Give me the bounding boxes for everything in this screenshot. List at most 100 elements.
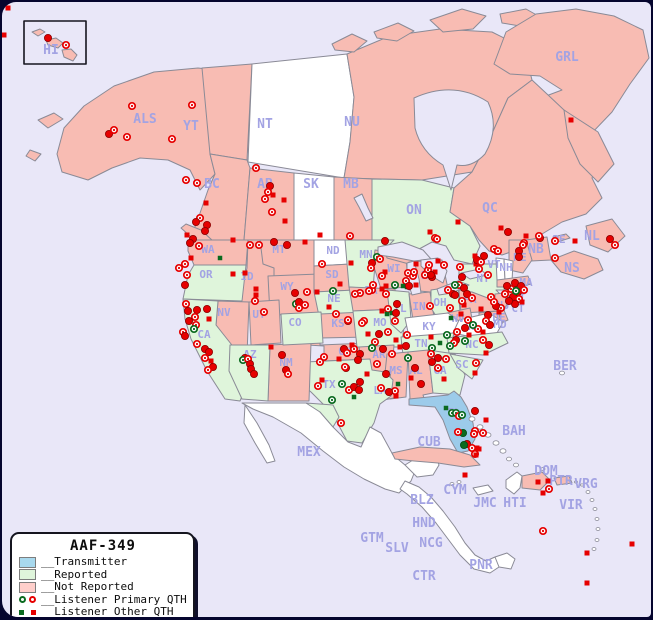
listener-primary-marker-red bbox=[245, 240, 255, 250]
region-label-vt: VT bbox=[487, 258, 501, 271]
listener-other-marker-red bbox=[314, 289, 320, 295]
listener-primary-marker-red bbox=[391, 308, 400, 317]
listener-other-marker-red bbox=[379, 308, 385, 314]
listener-primary-marker-green bbox=[328, 286, 338, 296]
region-label-nd: ND bbox=[326, 244, 340, 257]
listener-other-marker-red bbox=[5, 5, 11, 11]
listener-other-marker-red bbox=[572, 238, 578, 244]
listener-primary-marker-red bbox=[354, 385, 363, 394]
listener-other-marker-red bbox=[397, 344, 403, 350]
listener-primary-marker-red bbox=[187, 100, 197, 110]
listener-other-marker-red bbox=[483, 417, 489, 423]
island-outline bbox=[589, 498, 595, 502]
region-als bbox=[25, 149, 42, 162]
listener-primary-marker-red bbox=[355, 377, 364, 386]
listener-other-marker-red bbox=[319, 377, 325, 383]
listener-primary-marker-red bbox=[453, 427, 463, 437]
region-label-md: MD bbox=[493, 318, 507, 331]
listener-primary-marker-green bbox=[390, 280, 400, 290]
listener-other-marker-red bbox=[519, 299, 525, 305]
listener-other-marker-red bbox=[326, 304, 332, 310]
not-reported-swatch bbox=[19, 581, 36, 593]
listener-other-marker-red bbox=[364, 371, 370, 377]
listener-primary-marker-red bbox=[294, 303, 304, 313]
island-outline bbox=[574, 480, 578, 484]
listener-primary-marker-red bbox=[364, 286, 374, 296]
listener-primary-marker-red bbox=[380, 236, 389, 245]
listener-primary-marker-red bbox=[202, 304, 211, 313]
region-label-nv: NV bbox=[217, 306, 231, 319]
legend-label: __Listener Other QTH bbox=[41, 605, 174, 617]
listener-primary-marker-red bbox=[534, 231, 544, 241]
reported-swatch bbox=[19, 569, 36, 581]
legend-item-listener-other: __Listener Other QTH bbox=[19, 605, 187, 617]
region-label-hnd: HND bbox=[412, 516, 436, 531]
listener-primary-marker-red bbox=[370, 337, 380, 347]
region-label-ptr: PTR bbox=[549, 474, 573, 489]
listener-primary-marker-red bbox=[350, 289, 360, 299]
region-label-sk: SK bbox=[303, 177, 319, 192]
legend-label: __Listener Primary QTH bbox=[41, 592, 187, 606]
listener-primary-marker-red bbox=[483, 270, 493, 280]
listener-primary-marker-red bbox=[460, 323, 469, 332]
listener-primary-marker-red bbox=[479, 251, 488, 260]
region-label-dom: DOM bbox=[534, 464, 558, 479]
listener-other-marker-red bbox=[629, 541, 635, 547]
region-central-america bbox=[494, 552, 516, 570]
listener-primary-marker-red bbox=[282, 240, 291, 249]
region-grl bbox=[493, 8, 650, 146]
listener-primary-marker-red bbox=[269, 237, 278, 246]
listener-primary-marker-red bbox=[416, 379, 425, 388]
region-label-vrg: VRG bbox=[574, 477, 598, 492]
lake-5 bbox=[413, 89, 494, 191]
listener-primary-marker-red bbox=[260, 194, 270, 204]
listener-primary-marker-red bbox=[433, 363, 443, 373]
listener-primary-marker-red bbox=[190, 312, 200, 322]
region-hi bbox=[31, 28, 46, 37]
listener-primary-marker-red bbox=[445, 303, 455, 313]
listener-other-marker-green bbox=[217, 255, 223, 261]
region-ptr bbox=[553, 475, 573, 486]
listener-primary-marker-red bbox=[470, 406, 479, 415]
listener-primary-marker-red bbox=[493, 246, 503, 256]
listener-primary-marker-red bbox=[392, 299, 401, 308]
listener-primary-marker-red bbox=[474, 264, 484, 274]
transmitter-swatch bbox=[19, 556, 36, 568]
legend-label: __Not Reported bbox=[41, 580, 134, 593]
listener-primary-marker-red bbox=[61, 40, 71, 50]
listener-other-marker-green bbox=[448, 315, 454, 321]
listener-primary-marker-green bbox=[337, 379, 347, 389]
region-jmc bbox=[472, 484, 494, 496]
listener-primary-marker-red bbox=[425, 301, 435, 311]
legend-item-transmitter: __Transmitter bbox=[19, 555, 187, 569]
listener-primary-marker-red bbox=[180, 259, 190, 269]
region-label-jmc: JMC bbox=[473, 496, 496, 511]
region-label-bc: BC bbox=[204, 177, 220, 192]
listener-primary-marker-red bbox=[259, 307, 269, 317]
region-label-hi: HI bbox=[43, 43, 59, 58]
listener-primary-marker-red bbox=[374, 329, 383, 338]
listener-other-marker-red bbox=[568, 117, 574, 123]
listener-other-marker-red bbox=[184, 232, 190, 238]
region-label-nh: NH bbox=[499, 261, 512, 274]
region-label-wy: WY bbox=[280, 280, 294, 293]
listener-primary-marker-red bbox=[502, 281, 511, 290]
listener-primary-marker-red bbox=[277, 350, 286, 359]
listener-primary-marker-red bbox=[263, 187, 273, 197]
listener-other-marker-red bbox=[413, 282, 419, 288]
listener-other-marker-red bbox=[584, 550, 590, 556]
island-outline bbox=[595, 527, 601, 531]
listener-primary-marker-red bbox=[375, 254, 385, 264]
region-label-gtm: GTM bbox=[360, 531, 384, 546]
listener-primary-marker-red bbox=[469, 429, 479, 439]
listener-primary-marker-red bbox=[478, 428, 488, 438]
listener-primary-marker-red bbox=[401, 341, 410, 350]
listener-primary-marker-red bbox=[538, 526, 548, 536]
region-label-slv: SLV bbox=[385, 541, 409, 556]
listener-primary-marker-red bbox=[204, 347, 213, 356]
region-label-ber: BER bbox=[553, 359, 577, 374]
region-hti bbox=[505, 471, 523, 495]
